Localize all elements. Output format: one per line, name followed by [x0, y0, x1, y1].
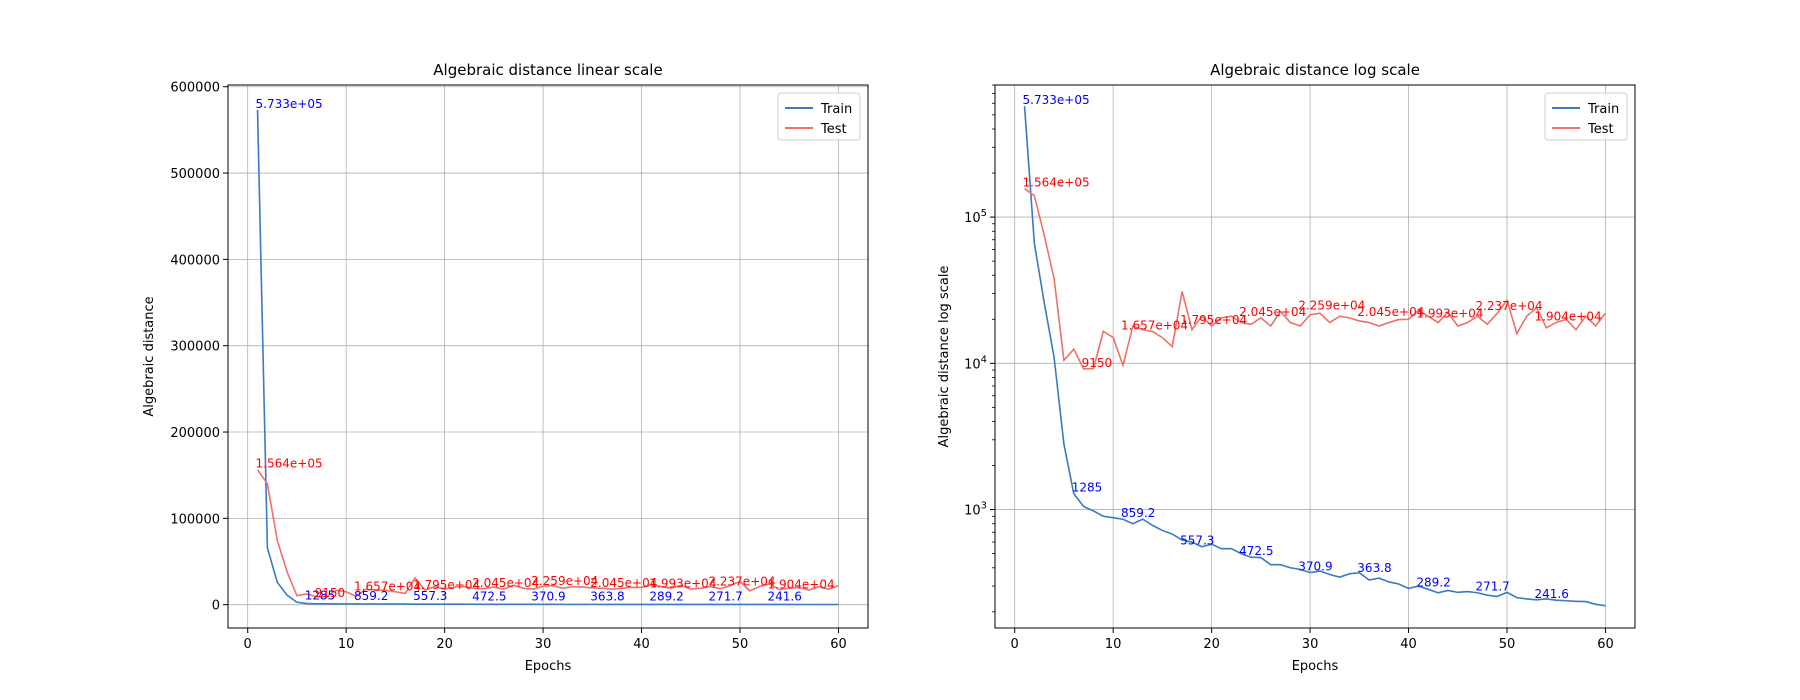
data-label-train: 557.3	[413, 589, 447, 603]
data-label-train: 271.7	[708, 589, 742, 603]
x-tick-label: 10	[1105, 637, 1122, 652]
series-line-train	[1023, 106, 1606, 607]
x-tick-label: 30	[535, 637, 552, 652]
x-ticks: 0 10 20 30 40 50 60	[1011, 628, 1614, 652]
legend-label-test: Test	[1587, 122, 1614, 137]
data-label-train: 1285	[305, 589, 336, 603]
y-tick-label: 100000	[170, 512, 220, 527]
y-axis-label: Algebraic distance log scale	[937, 266, 952, 448]
x-tick-label: 20	[1203, 637, 1220, 652]
legend: Train Test	[1544, 92, 1628, 141]
x-ticks: 0 10 20 30 40 50 60	[244, 628, 847, 652]
x-tick-label: 10	[338, 637, 355, 652]
data-label-train: 5.733e+05	[256, 97, 323, 111]
x-axis-label: Epochs	[1292, 659, 1339, 674]
data-label-test: 1.564e+05	[1023, 176, 1090, 190]
grid-lines	[995, 85, 1635, 628]
plot-frame	[994, 84, 1636, 629]
legend: Train Test	[777, 92, 861, 141]
data-label-test: 2.045e+04	[590, 576, 657, 590]
data-label-test: 2.045e+04	[1239, 305, 1306, 319]
data-label-train: 363.8	[1357, 561, 1391, 575]
data-label-train: 472.5	[472, 589, 506, 603]
y-ticks: 103 104 105	[964, 84, 995, 613]
data-label-train: 1285	[1072, 481, 1103, 495]
y-tick-label: 500000	[170, 167, 220, 182]
y-tick-label: 200000	[170, 426, 220, 441]
legend-label-test: Test	[820, 122, 847, 137]
y-tick-label: 600000	[170, 81, 220, 96]
data-label-test: 1.657e+04	[1121, 318, 1188, 332]
series-line-train	[256, 109, 839, 606]
data-label-test: 9150	[1082, 356, 1113, 370]
data-label-train: 241.6	[1535, 587, 1569, 601]
data-label-train: 5.733e+05	[1023, 93, 1090, 107]
x-tick-label: 40	[1400, 637, 1417, 652]
grid-lines	[228, 85, 868, 628]
y-ticks: 0 100000 200000 300000 400000 500000 600000	[170, 81, 228, 614]
data-label-train: 859.2	[1121, 506, 1155, 520]
x-tick-label: 40	[633, 637, 650, 652]
data-label-test: 2.259e+04	[531, 574, 598, 588]
data-label-train: 370.9	[1298, 560, 1332, 574]
annotations: 5.733e+05 1285 859.2 557.3 472.5 370.9 363.8 28…	[1023, 93, 1602, 601]
x-tick-label: 0	[244, 637, 252, 652]
series-lines	[1023, 106, 1607, 607]
data-label-test: 2.045e+04	[1357, 305, 1424, 319]
data-label-test: 1.904e+04	[768, 577, 835, 591]
y-tick-label: 103	[964, 501, 987, 519]
data-label-train: 472.5	[1239, 544, 1273, 558]
data-label-test: 2.237e+04	[708, 574, 775, 588]
x-tick-label: 0	[1011, 637, 1019, 652]
annotations: 5.733e+05 1285 859.2 557.3 472.5 370.9 363.8 28…	[256, 97, 835, 604]
data-label-test: 1.795e+04	[1180, 313, 1247, 327]
y-tick-exponent: 3	[981, 501, 987, 512]
series-line-test	[1024, 188, 1607, 370]
data-label-train: 289.2	[1416, 575, 1450, 589]
series-lines	[256, 109, 839, 606]
x-tick-label: 20	[436, 637, 453, 652]
data-label-test: 2.237e+04	[1475, 299, 1542, 313]
data-label-test: 2.259e+04	[1298, 299, 1365, 313]
x-tick-label: 50	[1499, 637, 1516, 652]
data-label-train: 370.9	[531, 589, 565, 603]
data-label-test: 1.564e+05	[256, 457, 323, 471]
data-label-train: 289.2	[649, 589, 683, 603]
x-tick-label: 30	[1302, 637, 1319, 652]
x-axis-label: Epochs	[525, 659, 572, 674]
data-label-test: 1.993e+04	[649, 576, 716, 590]
data-label-test: 1.993e+04	[1416, 307, 1483, 321]
data-label-train: 241.6	[768, 589, 802, 603]
y-tick-label: 0	[212, 599, 220, 614]
data-label-test: 1.904e+04	[1535, 309, 1602, 323]
data-label-test: 2.045e+04	[472, 576, 539, 590]
data-label-train: 271.7	[1475, 579, 1509, 593]
y-tick-label: 105	[964, 208, 987, 226]
y-axis-label: Algebraic distance	[142, 296, 157, 416]
data-label-train: 363.8	[590, 589, 624, 603]
series-line-test	[256, 469, 839, 598]
chart-title: Algebraic distance linear scale	[433, 61, 662, 79]
y-tick-label: 104	[964, 354, 987, 372]
data-label-train: 557.3	[1180, 534, 1214, 548]
plot-frame	[227, 84, 869, 629]
legend-label-train: Train	[1587, 102, 1619, 117]
subplot-2: 5.733e+05 1285 859.2 557.3 472.5 370.9 363.8 28…	[937, 61, 1636, 674]
x-tick-label: 60	[830, 637, 847, 652]
chart-title: Algebraic distance log scale	[1210, 61, 1420, 79]
y-tick-exponent: 5	[981, 208, 987, 219]
data-label-test: 1.657e+04	[354, 579, 421, 593]
y-tick-label: 400000	[170, 253, 220, 268]
subplot-1: 5.733e+05 1285 859.2 557.3 472.5 370.9 363.8 28…	[142, 61, 869, 674]
x-tick-label: 60	[1597, 637, 1614, 652]
data-label-test: 1.795e+04	[413, 578, 480, 592]
legend-label-train: Train	[820, 102, 852, 117]
y-tick-label: 300000	[170, 340, 220, 355]
y-tick-exponent: 4	[981, 354, 987, 365]
data-label-train: 859.2	[354, 589, 388, 603]
x-tick-label: 50	[732, 637, 749, 652]
data-label-test: 9150	[315, 586, 346, 600]
